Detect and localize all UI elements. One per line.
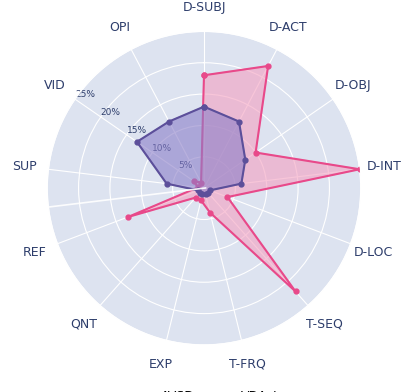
Polygon shape	[128, 66, 360, 291]
Polygon shape	[137, 107, 245, 194]
Legend: AVSD, VDAct: AVSD, VDAct	[124, 385, 284, 392]
